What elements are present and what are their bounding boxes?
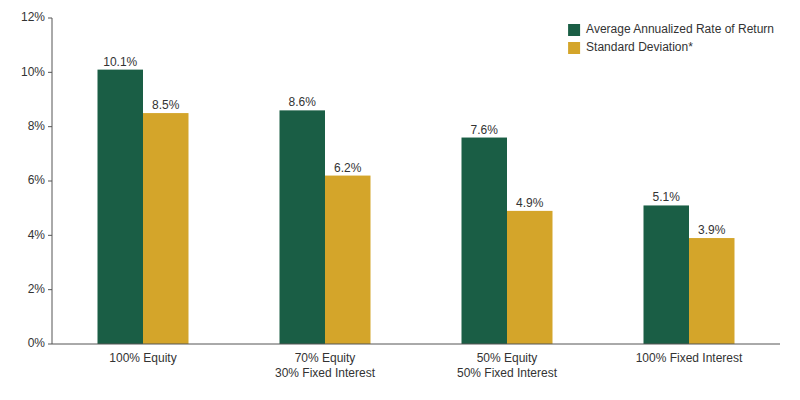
bar xyxy=(280,110,326,344)
data-label: 5.1% xyxy=(653,190,681,204)
x-tick-label-line: 70% Equity xyxy=(295,351,356,365)
data-label: 8.5% xyxy=(152,98,180,112)
legend-swatch xyxy=(568,42,580,54)
bar xyxy=(507,211,553,344)
x-axis-line xyxy=(52,344,780,345)
data-labels: 10.1% 8.6% 7.6% 5.1% 8.5% 6.2% 4.9% 3.9% xyxy=(103,55,726,237)
x-tick-label-line: 50% Equity xyxy=(477,351,538,365)
y-tick-label: 10% xyxy=(21,65,45,79)
y-tick-label: 4% xyxy=(28,228,46,242)
data-label: 4.9% xyxy=(516,196,544,210)
x-tick-label-line: 100% Equity xyxy=(109,351,176,365)
bar xyxy=(462,138,508,344)
chart: 10.1% 8.6% 7.6% 5.1% 8.5% 6.2% 4.9% 3.9% 0% 2% 4% 6… xyxy=(0,0,800,400)
bar xyxy=(98,70,144,344)
y-tick xyxy=(48,235,52,236)
x-tick-label: 70% Equity30% Fixed Interest xyxy=(275,351,376,380)
bars xyxy=(98,70,735,344)
bar xyxy=(325,176,371,344)
x-tick-label-line: 50% Fixed Interest xyxy=(457,366,558,380)
data-label: 8.6% xyxy=(289,95,317,109)
data-label: 10.1% xyxy=(103,55,137,69)
legend-swatch xyxy=(568,24,580,36)
y-tick xyxy=(48,18,52,19)
bar xyxy=(689,238,735,344)
legend-item: Standard Deviation* xyxy=(568,40,693,54)
y-tick xyxy=(48,72,52,73)
y-tick-label: 6% xyxy=(28,173,46,187)
y-tick xyxy=(48,344,52,345)
data-label: 7.6% xyxy=(471,123,499,137)
y-tick xyxy=(48,289,52,290)
bar xyxy=(644,205,690,344)
legend-item: Average Annualized Rate of Return xyxy=(568,22,774,36)
data-label: 3.9% xyxy=(698,223,726,237)
legend: Average Annualized Rate of Return Standar… xyxy=(568,22,774,54)
axes: 0% 2% 4% 6% 8% 10% 12% 100% Equity 70% Equity30%… xyxy=(21,10,780,380)
x-tick-label: 50% Equity50% Fixed Interest xyxy=(457,351,558,380)
y-tick-label: 0% xyxy=(28,336,46,350)
y-tick xyxy=(48,181,52,182)
data-label: 6.2% xyxy=(334,161,362,175)
bar xyxy=(143,113,189,344)
y-tick xyxy=(48,126,52,127)
x-tick-label: 100% Fixed Interest xyxy=(636,351,743,365)
legend-label: Standard Deviation* xyxy=(586,40,693,54)
x-tick-label-line: 30% Fixed Interest xyxy=(275,366,376,380)
y-tick-label: 8% xyxy=(28,119,46,133)
x-tick-label: 100% Equity xyxy=(109,351,176,365)
y-tick-label: 2% xyxy=(28,282,46,296)
y-tick-label: 12% xyxy=(21,10,45,24)
x-tick-label-line: 100% Fixed Interest xyxy=(636,351,743,365)
legend-label: Average Annualized Rate of Return xyxy=(586,22,774,36)
